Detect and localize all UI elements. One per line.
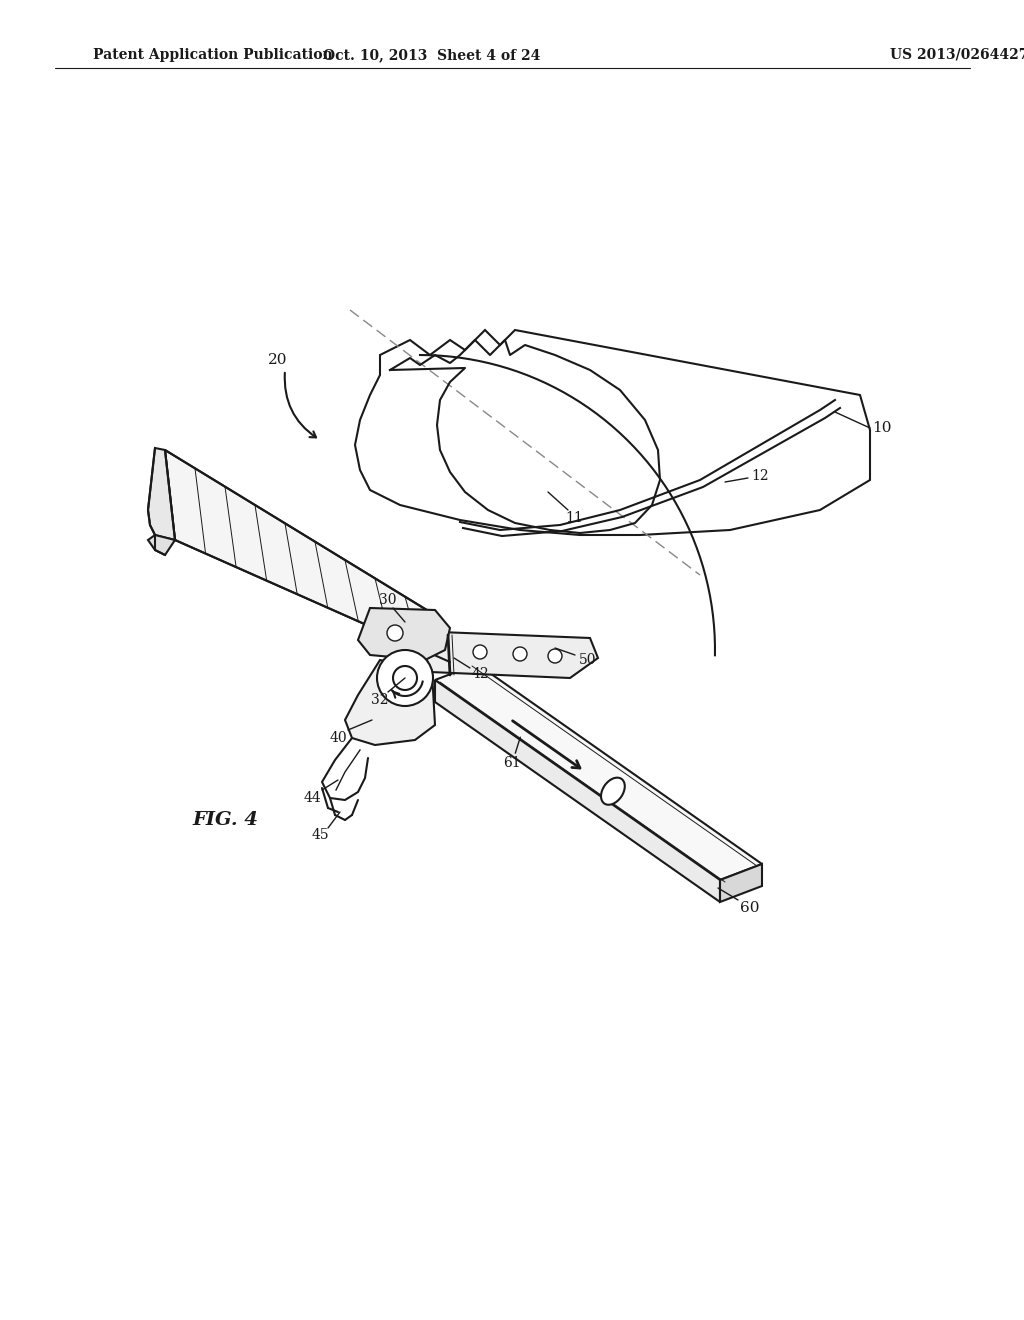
Text: FIG. 4: FIG. 4	[193, 810, 258, 829]
Text: 50: 50	[580, 653, 597, 667]
Polygon shape	[435, 664, 762, 880]
Text: 44: 44	[303, 791, 321, 805]
Text: 42: 42	[471, 667, 488, 681]
Text: 45: 45	[311, 828, 329, 842]
Circle shape	[473, 645, 487, 659]
Text: 60: 60	[740, 902, 760, 915]
Circle shape	[513, 647, 527, 661]
Text: 20: 20	[268, 352, 288, 367]
Text: Patent Application Publication: Patent Application Publication	[93, 48, 333, 62]
Circle shape	[393, 667, 417, 690]
Text: 61: 61	[504, 756, 521, 770]
Text: Oct. 10, 2013  Sheet 4 of 24: Oct. 10, 2013 Sheet 4 of 24	[324, 48, 541, 62]
Polygon shape	[148, 447, 175, 540]
Ellipse shape	[601, 777, 625, 805]
Text: 11: 11	[565, 511, 583, 525]
Circle shape	[387, 624, 403, 642]
Text: 10: 10	[872, 421, 892, 436]
Text: 32: 32	[372, 693, 389, 708]
Polygon shape	[358, 609, 450, 660]
Text: US 2013/0264427 A1: US 2013/0264427 A1	[890, 48, 1024, 62]
Polygon shape	[165, 450, 450, 663]
Polygon shape	[355, 330, 870, 535]
Circle shape	[377, 649, 433, 706]
Circle shape	[548, 649, 562, 663]
Polygon shape	[148, 535, 175, 554]
Polygon shape	[720, 865, 762, 902]
Polygon shape	[425, 632, 598, 678]
Polygon shape	[435, 680, 720, 902]
Polygon shape	[345, 660, 435, 744]
Text: 12: 12	[752, 469, 769, 483]
Text: 40: 40	[329, 731, 347, 744]
Text: 30: 30	[379, 593, 396, 607]
